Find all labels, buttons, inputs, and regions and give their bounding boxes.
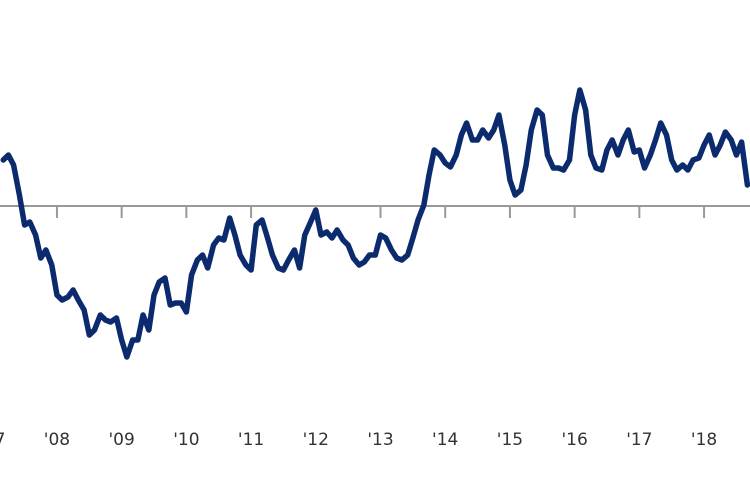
data-line xyxy=(0,87,750,360)
x-tick-label: '13 xyxy=(367,430,393,450)
x-tick-label: '16 xyxy=(561,430,587,450)
x-tick-label: '10 xyxy=(173,430,199,450)
x-tick-label: '11 xyxy=(238,430,264,450)
x-tick-label: '09 xyxy=(109,430,135,450)
x-tick-label: '07 xyxy=(0,430,5,450)
x-tick-label: '14 xyxy=(432,430,458,450)
x-tick-label: '15 xyxy=(497,430,523,450)
x-tick-label: '18 xyxy=(691,430,717,450)
x-tick-label: '12 xyxy=(303,430,329,450)
x-tick-label: '08 xyxy=(44,430,70,450)
x-tick-label: '17 xyxy=(626,430,652,450)
